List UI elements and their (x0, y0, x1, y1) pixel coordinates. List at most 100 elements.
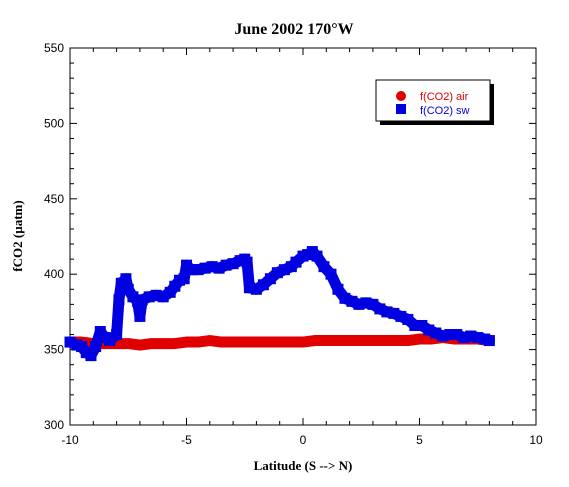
data-point (241, 256, 253, 268)
data-point (90, 341, 102, 353)
data-point (243, 282, 255, 294)
data-point (430, 327, 442, 339)
data-point (416, 319, 428, 331)
data-point (274, 337, 285, 348)
data-point (111, 329, 123, 341)
data-point (64, 336, 76, 348)
data-point (483, 335, 495, 347)
data-point (402, 335, 413, 346)
data-point (134, 340, 145, 351)
data-point (388, 307, 400, 319)
data-point (239, 337, 250, 348)
data-point (353, 298, 365, 310)
x-tick-label: 0 (300, 433, 307, 447)
data-point (113, 294, 125, 306)
data-point (178, 273, 190, 285)
data-point (339, 292, 351, 304)
data-point (391, 335, 402, 346)
data-point (85, 350, 97, 362)
data-point (444, 329, 456, 341)
data-point (360, 297, 372, 309)
legend-box (375, 79, 491, 122)
data-point (264, 273, 276, 285)
data-point (185, 264, 197, 276)
data-point (94, 326, 106, 338)
data-point (76, 341, 88, 353)
axis-ticks: -10 -5 0 5 10 300 350 400 450 500 550 (44, 41, 543, 447)
data-point (257, 279, 269, 291)
data-point (458, 332, 470, 344)
y-tick-label: 300 (44, 418, 64, 432)
data-point (367, 335, 378, 346)
legend-label-air: f(CO2) air (420, 91, 469, 103)
data-point (192, 264, 204, 276)
data-point (309, 335, 320, 346)
data-point (251, 337, 262, 348)
data-point (374, 303, 386, 315)
data-point (402, 313, 414, 325)
data-point (181, 337, 192, 348)
data-point (472, 332, 484, 344)
data-point (290, 256, 302, 268)
legend-label-sw: f(CO2) sw (420, 105, 470, 117)
data-point (381, 306, 393, 318)
data-point (451, 329, 463, 341)
y-tick-label: 350 (44, 343, 64, 357)
data-point (204, 335, 215, 346)
data-point (437, 330, 449, 342)
x-tick-label: -10 (61, 433, 79, 447)
data-point (228, 337, 239, 348)
data-point (143, 291, 155, 303)
data-point (169, 338, 180, 349)
legend-marker-air (396, 91, 406, 101)
data-point (346, 295, 358, 307)
data-point (465, 330, 477, 342)
data-point (278, 264, 290, 276)
x-tick-label: -5 (181, 433, 192, 447)
data-point (220, 259, 232, 271)
series-fco2-air (64, 332, 495, 351)
data-point (423, 324, 435, 336)
data-point (395, 310, 407, 322)
data-point (206, 261, 218, 273)
data-point (227, 258, 239, 270)
data-point (409, 319, 421, 331)
data-point (199, 262, 211, 274)
data-point (332, 335, 343, 346)
data-point (367, 298, 379, 310)
y-axis-label: fCO2 (µatm) (10, 200, 25, 271)
data-point (332, 283, 344, 295)
chart-title: June 2002 170°W (234, 21, 353, 38)
y-tick-label: 450 (44, 192, 64, 206)
data-point (216, 337, 227, 348)
data-point (318, 261, 330, 273)
data-point (325, 268, 337, 280)
y-tick-label: 550 (44, 41, 64, 55)
data-point (250, 283, 262, 295)
data-point (356, 335, 367, 346)
data-point (158, 338, 169, 349)
data-point (263, 337, 274, 348)
data-point (298, 337, 308, 348)
x-axis-label: Latitude (S --> N) (254, 458, 353, 473)
x-tick-label: 10 (529, 433, 543, 447)
legend: f(CO2) air f(CO2) sw (375, 79, 494, 125)
data-point (122, 283, 134, 295)
data-point (164, 286, 176, 298)
data-point (213, 262, 225, 274)
data-point (321, 335, 332, 346)
data-point (286, 337, 297, 348)
data-point (146, 338, 157, 349)
data-point (344, 335, 355, 346)
data-point (271, 267, 283, 279)
data-point (379, 335, 390, 346)
data-point (120, 273, 132, 285)
data-point (150, 289, 162, 301)
legend-marker-sw (396, 104, 406, 114)
data-point (136, 294, 148, 306)
data-point (157, 291, 169, 303)
data-point (123, 338, 134, 349)
y-tick-label: 500 (44, 116, 64, 130)
data-point (193, 337, 204, 348)
